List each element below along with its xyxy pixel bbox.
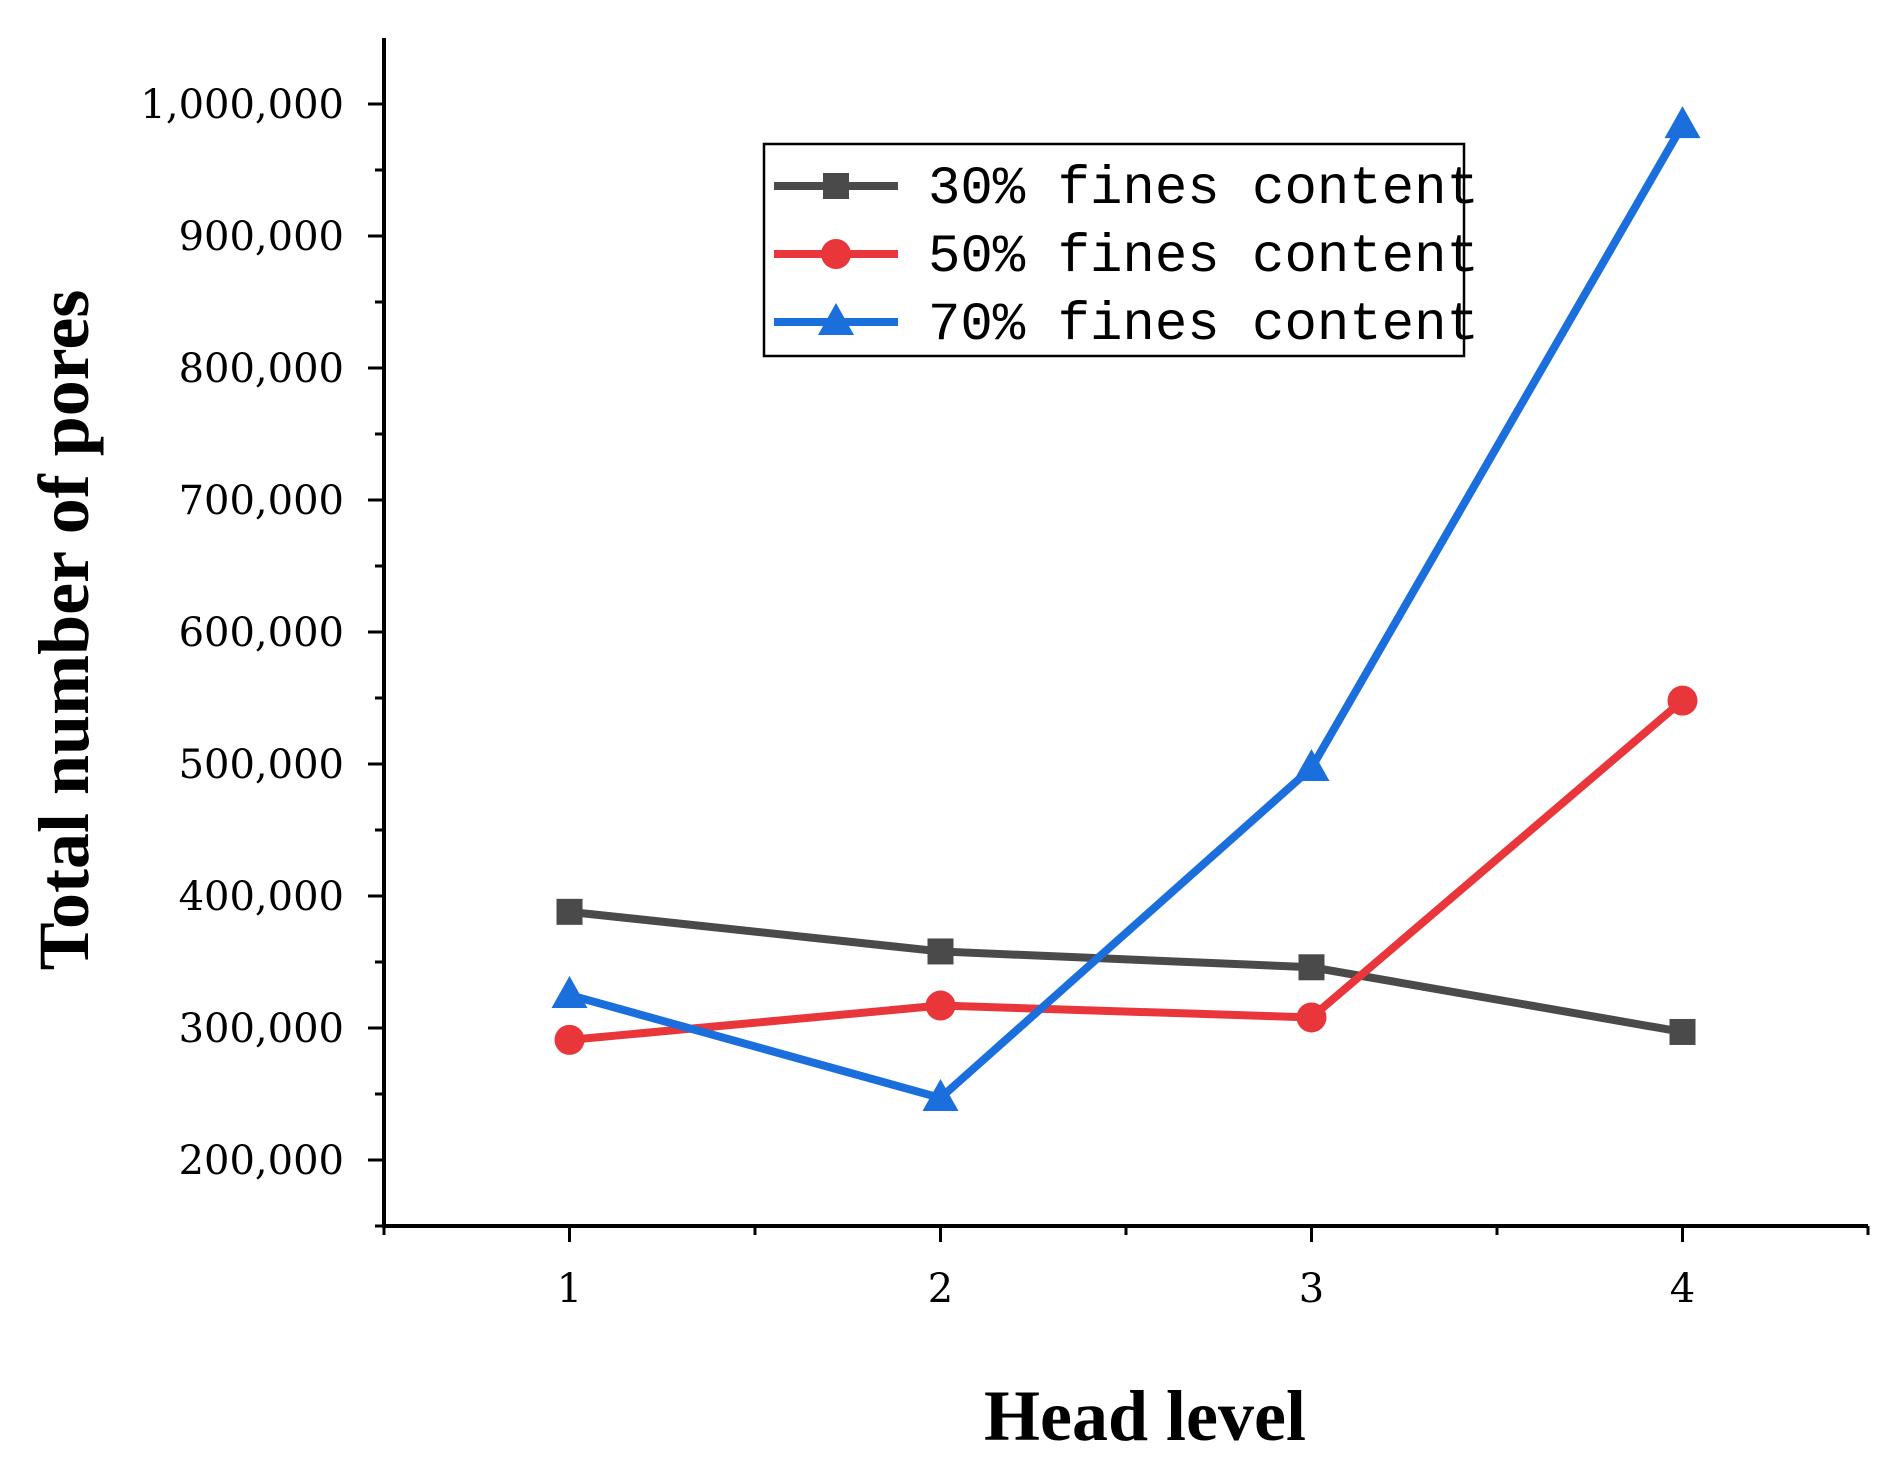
legend: 30% fines content 50% fines content 70% fi…	[762, 142, 1479, 358]
x-tick-label: 2	[928, 1266, 953, 1312]
x-tick-label: 1	[557, 1266, 582, 1312]
data-point-50-fines-content	[1667, 685, 1698, 716]
series-line-30-fines-content	[569, 907, 1684, 1036]
data-point-30-fines-content	[927, 938, 954, 965]
data-point-70-fines-content	[1293, 748, 1330, 781]
y-tick-label: 600,000	[179, 610, 344, 656]
data-point-30-fines-content	[556, 898, 583, 925]
y-tick-label: 200,000	[179, 1138, 344, 1184]
data-point-70-fines-content	[1664, 106, 1701, 139]
legend-marker	[823, 173, 849, 199]
data-point-50-fines-content	[1296, 1002, 1327, 1033]
legend-label: 50% fines content	[928, 227, 1479, 288]
y-ticks: 200,000 300,000 400,000 500,000 600,000 700,0…	[140, 82, 384, 1228]
legend-label: 70% fines content	[928, 295, 1479, 356]
data-point-30-fines-content	[1298, 954, 1325, 981]
legend-marker	[821, 239, 851, 269]
data-point-70-fines-content	[551, 976, 588, 1008]
series-line-70-fines-content	[568, 123, 1686, 1103]
y-tick-label: 800,000	[179, 346, 344, 392]
data-point-50-fines-content	[554, 1024, 585, 1055]
data-point-30-fines-content	[1669, 1018, 1696, 1045]
y-axis-title: Total number of pores	[24, 290, 104, 971]
x-axis-title: Head level	[984, 1376, 1306, 1456]
data-point-70-fines-content	[922, 1078, 959, 1111]
data-point-50-fines-content	[925, 990, 956, 1021]
x-tick-label: 4	[1670, 1266, 1695, 1312]
series-lines	[551, 106, 1701, 1111]
y-tick-label: 900,000	[179, 214, 344, 260]
x-ticks: 1 2 3 4	[382, 1226, 1870, 1312]
y-tick-label: 400,000	[179, 874, 344, 920]
y-tick-label: 700,000	[179, 478, 344, 524]
legend-label: 30% fines content	[928, 159, 1479, 220]
y-tick-label: 1,000,000	[140, 82, 344, 128]
x-tick-label: 3	[1299, 1266, 1324, 1312]
y-tick-label: 300,000	[179, 1006, 344, 1052]
y-tick-label: 500,000	[179, 742, 344, 788]
series-line-50-fines-content	[569, 697, 1686, 1044]
legend-marker	[818, 303, 854, 335]
